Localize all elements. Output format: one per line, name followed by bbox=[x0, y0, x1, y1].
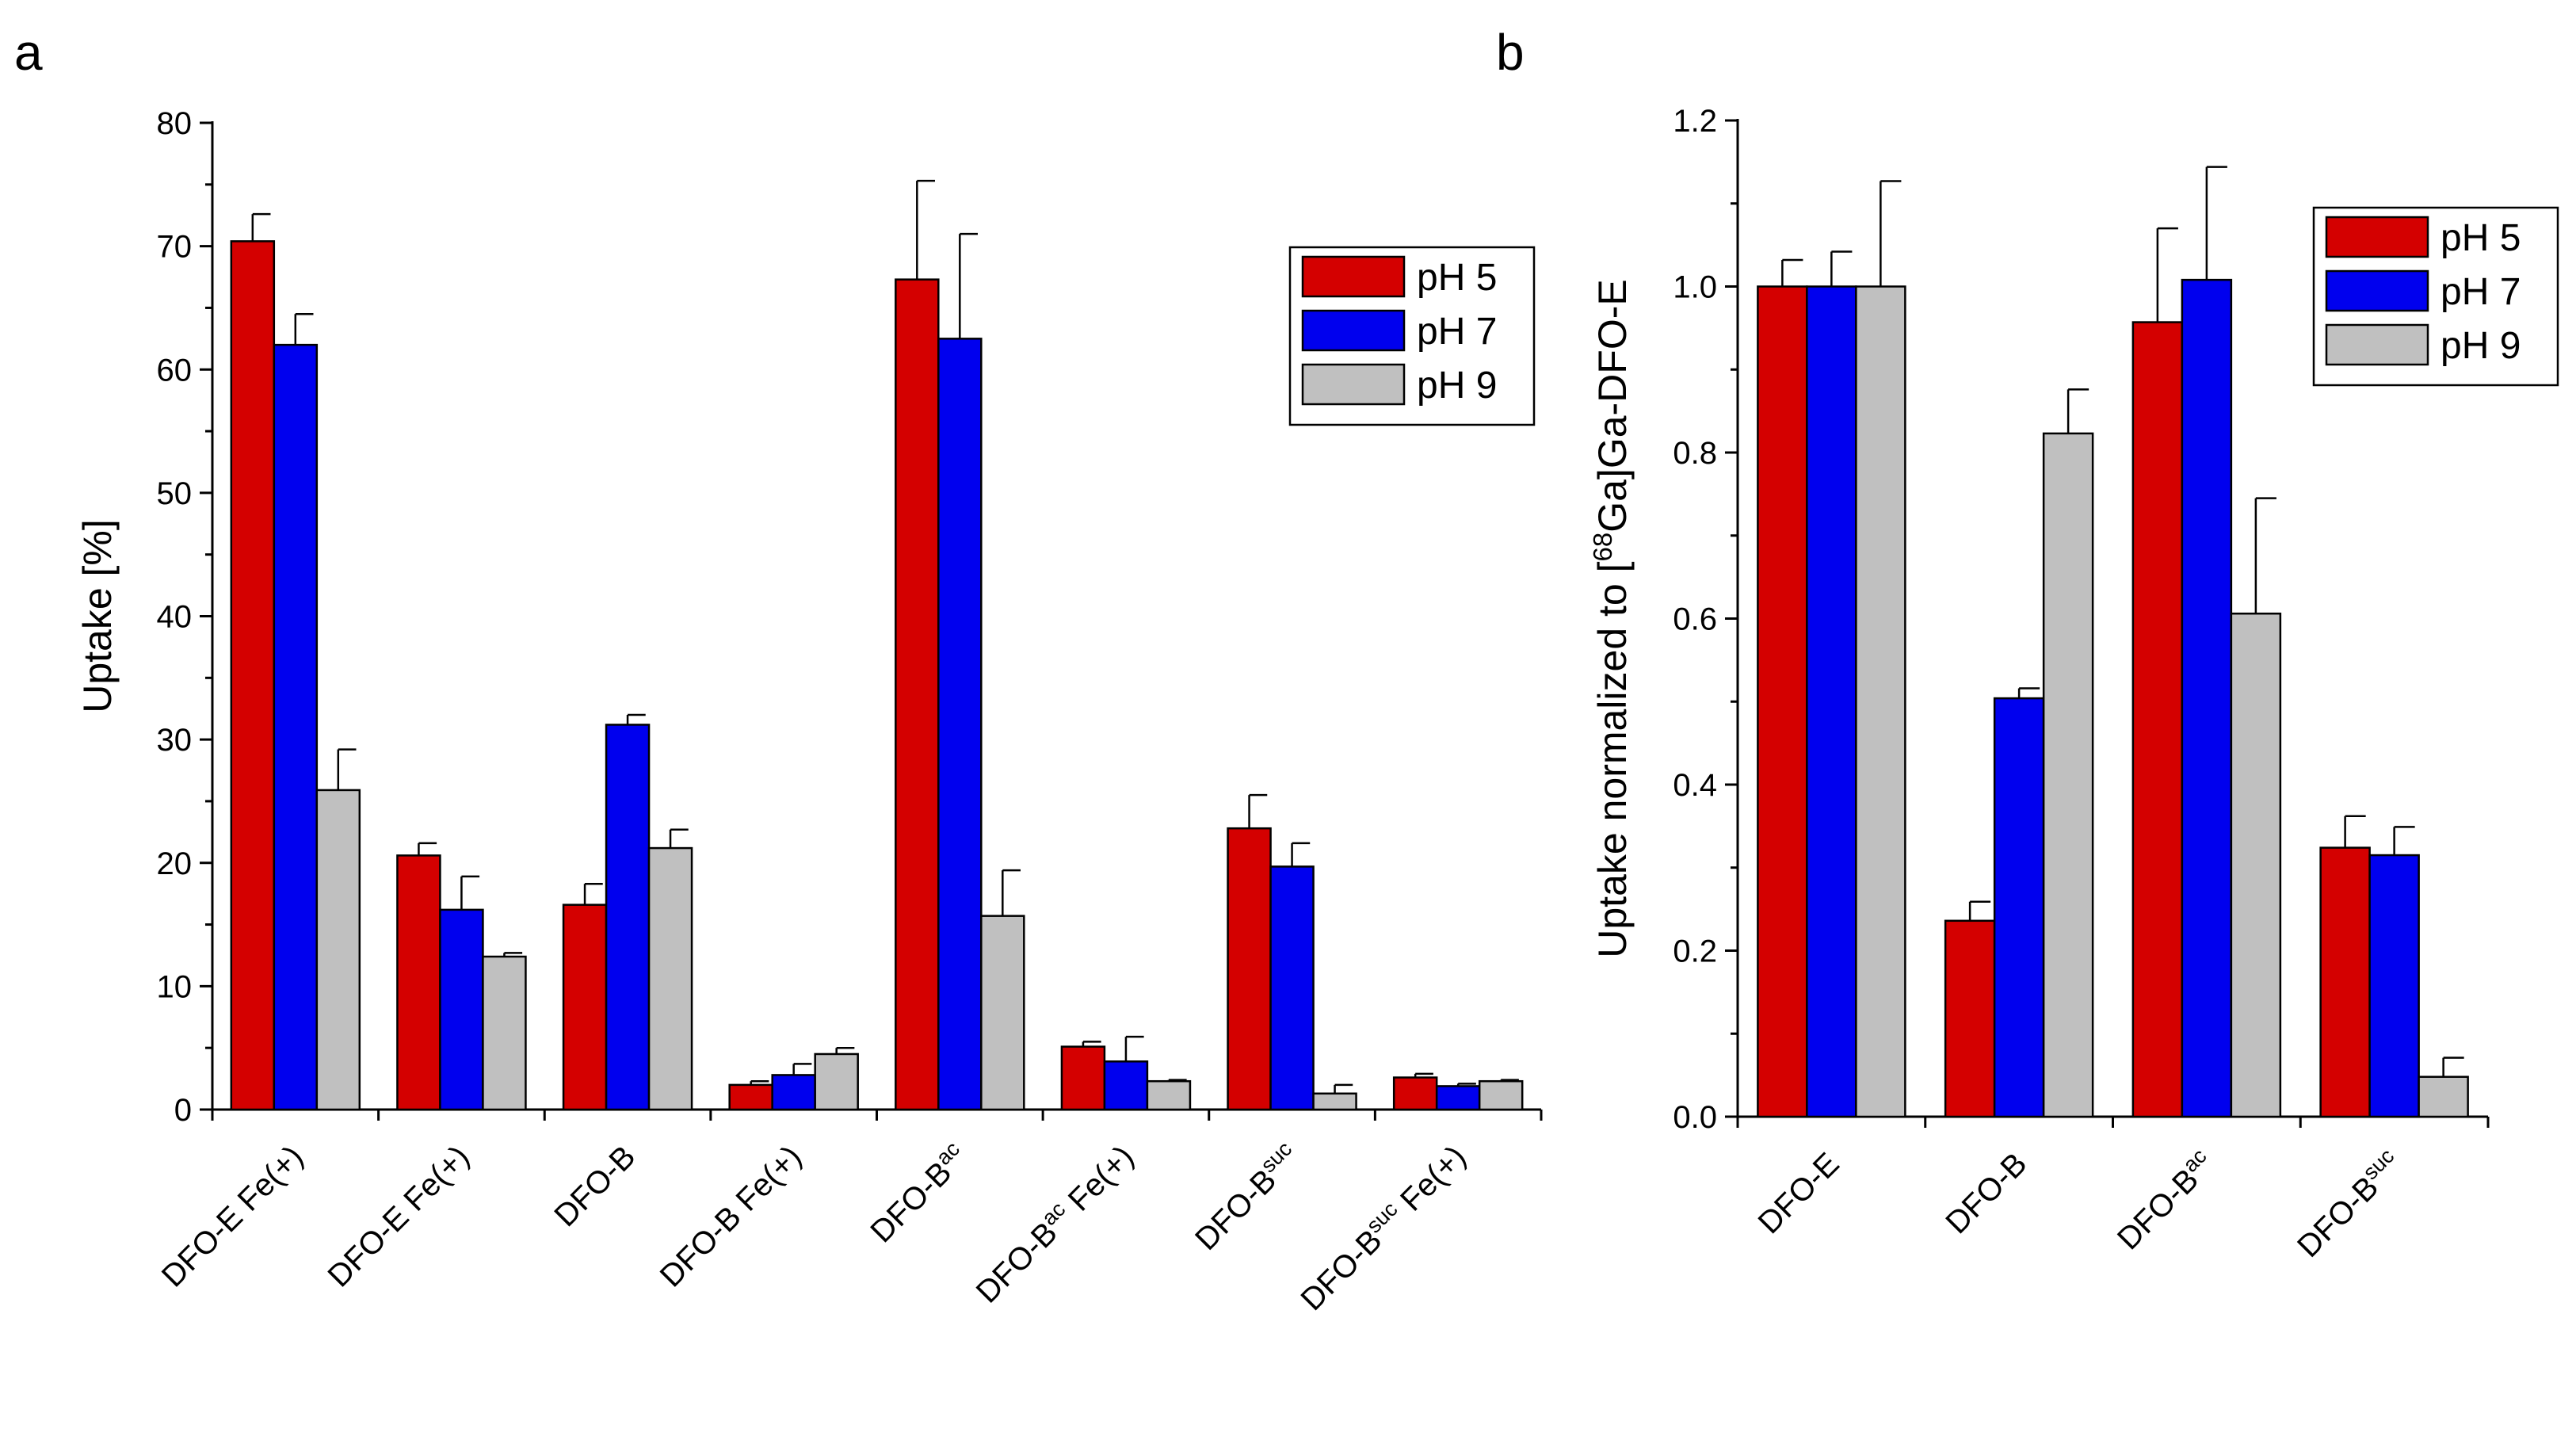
bar-ph9 bbox=[814, 1052, 859, 1111]
y-tick-label: 0.6 bbox=[1673, 602, 1717, 637]
y-tick-label: 50 bbox=[157, 476, 193, 511]
y-axis-title: Uptake normalized to [68Ga]Ga-DFO-E bbox=[1588, 279, 1635, 957]
legend-swatch bbox=[2325, 216, 2429, 258]
bar-ph9 bbox=[1312, 1092, 1357, 1111]
x-tick-label: DFO-B Fe(+) bbox=[654, 1139, 808, 1293]
y-tick-label: 20 bbox=[157, 846, 193, 881]
bar-ph9 bbox=[2042, 432, 2094, 1118]
bar-ph9 bbox=[315, 789, 361, 1111]
panel-letter-a: a bbox=[14, 24, 43, 81]
y-tick-label: 30 bbox=[157, 723, 193, 758]
bar-ph5 bbox=[562, 903, 608, 1111]
bar-ph7 bbox=[273, 343, 319, 1111]
panel-letter-b: b bbox=[1496, 24, 1525, 81]
x-tick-label: DFO-Bac bbox=[862, 1136, 975, 1249]
legend-swatch bbox=[2325, 323, 2429, 366]
bar-ph9 bbox=[1855, 285, 1906, 1118]
legend-label: pH 7 bbox=[1417, 311, 1497, 353]
x-tick-label: DFO-E Fe(+) bbox=[155, 1139, 310, 1293]
y-tick-label: 60 bbox=[157, 353, 193, 388]
bar-ph7 bbox=[1993, 697, 2045, 1118]
x-tick-label: DFO-Bac bbox=[2109, 1144, 2221, 1256]
bar-ph5 bbox=[1944, 919, 1996, 1118]
bar-ph9 bbox=[1146, 1079, 1192, 1111]
bar-ph5 bbox=[895, 278, 940, 1111]
legend-swatch bbox=[1301, 309, 1406, 352]
x-tick-label: DFO-B bbox=[548, 1139, 642, 1233]
bar-ph7 bbox=[1435, 1085, 1481, 1111]
legend-swatch bbox=[1301, 363, 1406, 406]
bar-ph7 bbox=[771, 1074, 816, 1111]
x-tick-label: DFO-Bsuc bbox=[1186, 1136, 1307, 1257]
bar-ph5 bbox=[1392, 1076, 1438, 1111]
bar-ph5 bbox=[230, 240, 276, 1111]
bar-ph5 bbox=[728, 1083, 773, 1111]
x-tick-label: DFO-E Fe(+) bbox=[321, 1139, 475, 1293]
y-tick-label: 0 bbox=[174, 1093, 192, 1128]
bar-ph9 bbox=[980, 915, 1025, 1111]
y-tick-label: 70 bbox=[157, 230, 193, 265]
x-tick-label: DFO-B bbox=[1939, 1146, 2033, 1240]
bar-ph5 bbox=[2319, 846, 2371, 1118]
bar-ph9 bbox=[1478, 1079, 1524, 1111]
bar-ph5 bbox=[1227, 827, 1272, 1111]
x-tick-label: DFO-Bac Fe(+) bbox=[967, 1136, 1140, 1309]
y-tick-label: 0.0 bbox=[1673, 1100, 1717, 1135]
bar-ph7 bbox=[1269, 865, 1315, 1111]
x-tick-label: DFO-E bbox=[1752, 1146, 1846, 1240]
legend: pH 5 pH 7 pH 9 bbox=[2312, 206, 2559, 387]
bar-ph5 bbox=[1757, 285, 1808, 1118]
legend-swatch bbox=[2325, 269, 2429, 312]
legend-label: pH 9 bbox=[1417, 365, 1497, 407]
bar-ph7 bbox=[439, 908, 484, 1111]
bar-ph5 bbox=[396, 854, 441, 1111]
bar-ph7 bbox=[605, 724, 651, 1111]
bar-ph9 bbox=[2230, 612, 2282, 1118]
y-tick-label: 10 bbox=[157, 969, 193, 1004]
legend-label: pH 5 bbox=[2441, 217, 2521, 259]
y-tick-label: 0.4 bbox=[1673, 768, 1717, 803]
bar-ph7 bbox=[2181, 278, 2233, 1118]
chart-panel-b: 0.0 0.2 0.4 0.6 0.8 1.0 1.2 DFO-E DFO-B DFO-Bac DF… bbox=[1588, 104, 2559, 1264]
bar-ph7 bbox=[1806, 285, 1857, 1118]
x-tick-label: DFO-Bsuc bbox=[2288, 1144, 2409, 1264]
legend-label: pH 9 bbox=[2441, 325, 2521, 367]
legend-label: pH 5 bbox=[1417, 257, 1497, 299]
bar-ph7 bbox=[937, 338, 983, 1111]
bar-ph9 bbox=[647, 846, 693, 1111]
y-axis-title: Uptake [%] bbox=[75, 519, 120, 713]
y-tick-label: 0.2 bbox=[1673, 934, 1717, 969]
y-tick-label: 40 bbox=[157, 600, 193, 635]
y-tick-label: 1.0 bbox=[1673, 270, 1717, 305]
x-tick-label: DFO-Bsuc Fe(+) bbox=[1292, 1136, 1473, 1317]
legend-label: pH 7 bbox=[2441, 271, 2521, 313]
chart-panel-a: 0 10 20 30 40 50 60 70 80 DFO-E Fe(+)DFO-E Fe(+) D… bbox=[75, 106, 1543, 1317]
bar-ph9 bbox=[482, 955, 527, 1111]
legend: pH 5 pH 7 pH 9 bbox=[1288, 246, 1536, 426]
bar-ph7 bbox=[1103, 1060, 1149, 1111]
y-tick-label: 80 bbox=[157, 106, 193, 141]
bar-ph7 bbox=[2368, 854, 2420, 1118]
y-tick-label: 1.2 bbox=[1673, 104, 1717, 139]
legend-swatch bbox=[1301, 255, 1406, 298]
bar-ph9 bbox=[2418, 1075, 2469, 1118]
bar-ph5 bbox=[2131, 321, 2184, 1118]
y-tick-label: 0.8 bbox=[1673, 436, 1717, 471]
bar-ph5 bbox=[1060, 1045, 1106, 1111]
